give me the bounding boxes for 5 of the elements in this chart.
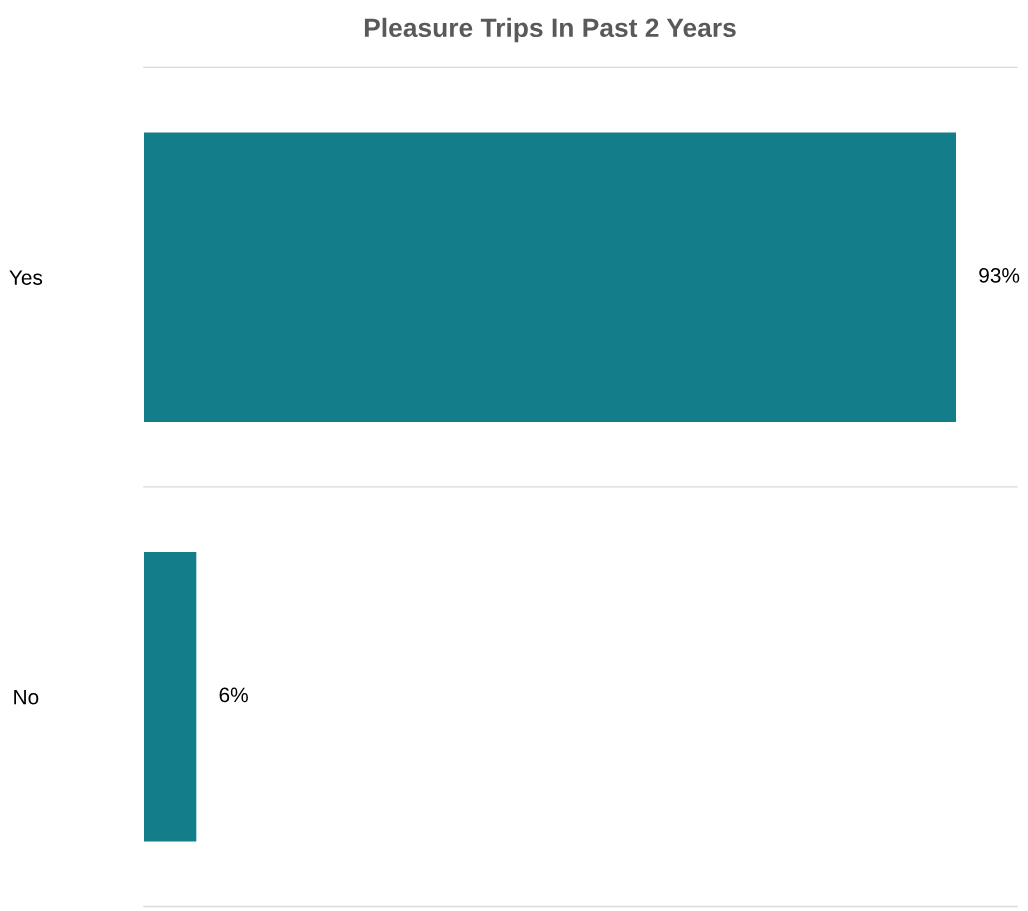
chart-title: Pleasure Trips In Past 2 Years bbox=[364, 17, 736, 43]
y-tick-label: No bbox=[14, 689, 39, 705]
data-label: 6% bbox=[219, 687, 248, 703]
y-tick-label: Yes bbox=[9, 270, 43, 285]
data-label: 93% bbox=[979, 268, 1020, 283]
